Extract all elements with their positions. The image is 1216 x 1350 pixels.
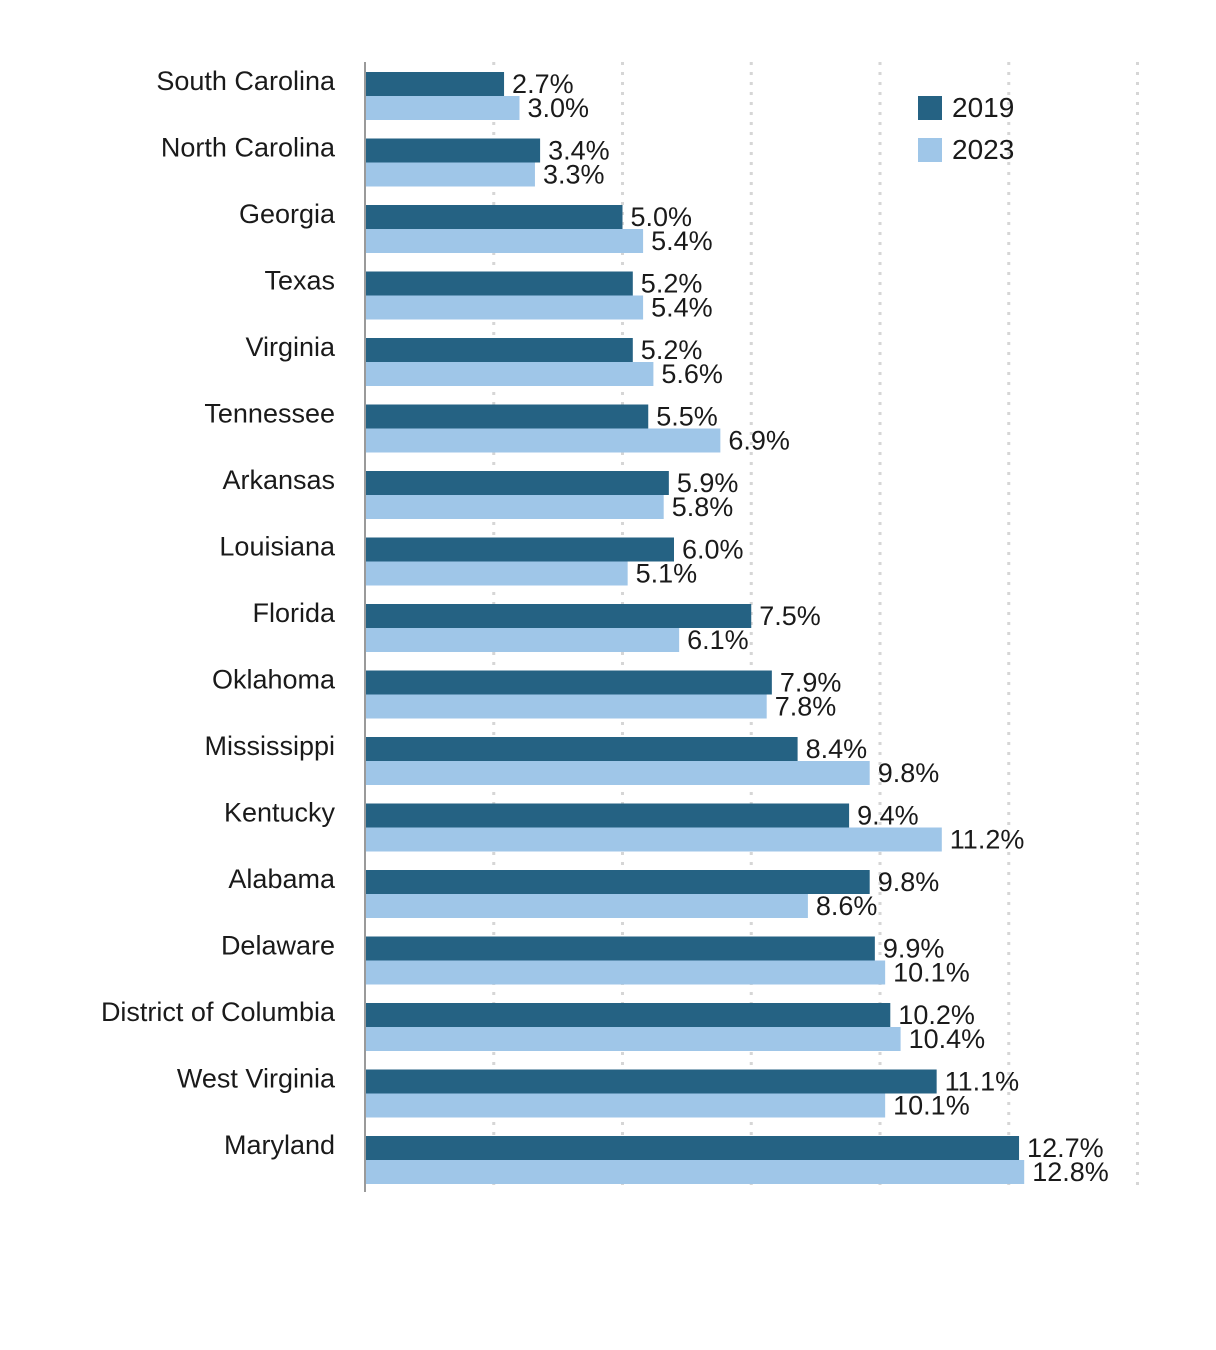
category-label-alabama: Alabama bbox=[228, 864, 336, 894]
category-label-south-carolina: South Carolina bbox=[156, 66, 336, 96]
value-label-2019-maryland: 12.7% bbox=[1027, 1133, 1104, 1163]
bar-2019-virginia bbox=[365, 338, 633, 362]
bar-2023-virginia bbox=[365, 362, 654, 386]
value-label-2019-arkansas: 5.9% bbox=[677, 468, 739, 498]
bar-2019-louisiana bbox=[365, 537, 674, 562]
value-label-2023-district-of-columbia: 10.4% bbox=[909, 1024, 986, 1054]
category-label-texas: Texas bbox=[264, 266, 335, 296]
value-label-2019-west-virginia: 11.1% bbox=[945, 1067, 1020, 1097]
category-label-north-carolina: North Carolina bbox=[161, 133, 336, 163]
bar-2019-oklahoma bbox=[365, 670, 772, 695]
value-label-2019-kentucky: 9.4% bbox=[857, 801, 919, 831]
legend-label-2023: 2023 bbox=[952, 134, 1014, 165]
category-label-west-virginia: West Virginia bbox=[177, 1064, 336, 1094]
value-label-2019-virginia: 5.2% bbox=[641, 335, 703, 365]
value-label-2019-district-of-columbia: 10.2% bbox=[898, 1000, 975, 1030]
value-label-2023-mississippi: 9.8% bbox=[878, 758, 940, 788]
bar-2023-alabama bbox=[365, 894, 808, 918]
bars bbox=[365, 72, 1025, 1184]
value-label-2023-north-carolina: 3.3% bbox=[543, 160, 605, 190]
value-label-2023-arkansas: 5.8% bbox=[672, 492, 734, 522]
bar-2023-tennessee bbox=[365, 428, 721, 453]
bar-2019-texas bbox=[365, 271, 633, 296]
bar-2019-west-virginia bbox=[365, 1069, 937, 1094]
value-label-2023-tennessee: 6.9% bbox=[728, 426, 790, 456]
value-label-2019-south-carolina: 2.7% bbox=[512, 69, 574, 99]
value-label-2019-louisiana: 6.0% bbox=[682, 535, 744, 565]
bar-2019-district-of-columbia bbox=[365, 1003, 891, 1027]
bar-2023-arkansas bbox=[365, 495, 664, 519]
value-label-2023-oklahoma: 7.8% bbox=[775, 692, 837, 722]
bar-2019-florida bbox=[365, 604, 752, 628]
value-label-2019-mississippi: 8.4% bbox=[806, 734, 868, 764]
bar-2019-alabama bbox=[365, 870, 870, 894]
bar-2023-south-carolina bbox=[365, 96, 520, 120]
bar-2019-north-carolina bbox=[365, 138, 541, 163]
value-label-2023-west-virginia: 10.1% bbox=[893, 1091, 970, 1121]
bar-2023-delaware bbox=[365, 960, 886, 985]
category-label-maryland: Maryland bbox=[224, 1130, 335, 1160]
labels: South Carolina 2.7%3.0% North Carolina 3.4%… bbox=[101, 66, 1109, 1187]
value-label-2023-louisiana: 5.1% bbox=[636, 559, 698, 589]
category-label-florida: Florida bbox=[252, 598, 336, 628]
bar-2019-kentucky bbox=[365, 803, 850, 828]
value-label-2023-alabama: 8.6% bbox=[816, 891, 878, 921]
value-label-2019-delaware: 9.9% bbox=[883, 934, 945, 964]
bar-2019-mississippi bbox=[365, 737, 798, 761]
value-label-2023-georgia: 5.4% bbox=[651, 226, 713, 256]
value-label-2019-georgia: 5.0% bbox=[631, 202, 693, 232]
value-label-2023-maryland: 12.8% bbox=[1032, 1157, 1109, 1187]
bar-2023-texas bbox=[365, 295, 644, 320]
value-label-2023-virginia: 5.6% bbox=[661, 359, 723, 389]
bar-2023-north-carolina bbox=[365, 162, 535, 187]
value-label-2019-oklahoma: 7.9% bbox=[780, 668, 842, 698]
value-label-2023-delaware: 10.1% bbox=[893, 958, 970, 988]
value-label-2019-alabama: 9.8% bbox=[878, 867, 940, 897]
category-label-district-of-columbia: District of Columbia bbox=[101, 997, 336, 1027]
value-label-2023-texas: 5.4% bbox=[651, 293, 713, 323]
bar-2019-arkansas bbox=[365, 471, 669, 495]
bar-2019-maryland bbox=[365, 1136, 1020, 1160]
category-label-oklahoma: Oklahoma bbox=[212, 665, 336, 695]
value-label-2023-kentucky: 11.2% bbox=[950, 825, 1025, 855]
value-label-2019-north-carolina: 3.4% bbox=[548, 136, 610, 166]
category-label-louisiana: Louisiana bbox=[219, 532, 336, 562]
legend-label-2019: 2019 bbox=[952, 92, 1014, 123]
category-label-tennessee: Tennessee bbox=[204, 399, 335, 429]
category-label-kentucky: Kentucky bbox=[224, 798, 336, 828]
bar-2019-tennessee bbox=[365, 404, 649, 429]
bar-2023-kentucky bbox=[365, 827, 942, 852]
legend-swatch-2019 bbox=[918, 96, 942, 120]
bar-2019-delaware bbox=[365, 936, 875, 961]
bar-2019-georgia bbox=[365, 205, 623, 229]
bar-2023-georgia bbox=[365, 229, 644, 253]
bar-2023-oklahoma bbox=[365, 694, 767, 719]
category-label-arkansas: Arkansas bbox=[222, 465, 335, 495]
bar-2023-district-of-columbia bbox=[365, 1027, 901, 1051]
category-label-delaware: Delaware bbox=[221, 931, 335, 961]
category-label-virginia: Virginia bbox=[245, 332, 336, 362]
bar-2023-mississippi bbox=[365, 761, 870, 785]
bar-2023-maryland bbox=[365, 1160, 1025, 1184]
legend-swatch-2023 bbox=[918, 138, 942, 162]
value-label-2019-florida: 7.5% bbox=[759, 601, 821, 631]
category-label-mississippi: Mississippi bbox=[204, 731, 335, 761]
bar-2023-florida bbox=[365, 628, 680, 652]
bar-2023-louisiana bbox=[365, 561, 628, 586]
value-label-2019-texas: 5.2% bbox=[641, 269, 703, 299]
value-label-2023-florida: 6.1% bbox=[687, 625, 749, 655]
bar-2019-south-carolina bbox=[365, 72, 505, 96]
legend: 2019 2023 bbox=[918, 92, 1014, 165]
value-label-2023-south-carolina: 3.0% bbox=[528, 93, 590, 123]
value-label-2019-tennessee: 5.5% bbox=[656, 402, 718, 432]
category-label-georgia: Georgia bbox=[239, 199, 336, 229]
bar-2023-west-virginia bbox=[365, 1093, 886, 1118]
